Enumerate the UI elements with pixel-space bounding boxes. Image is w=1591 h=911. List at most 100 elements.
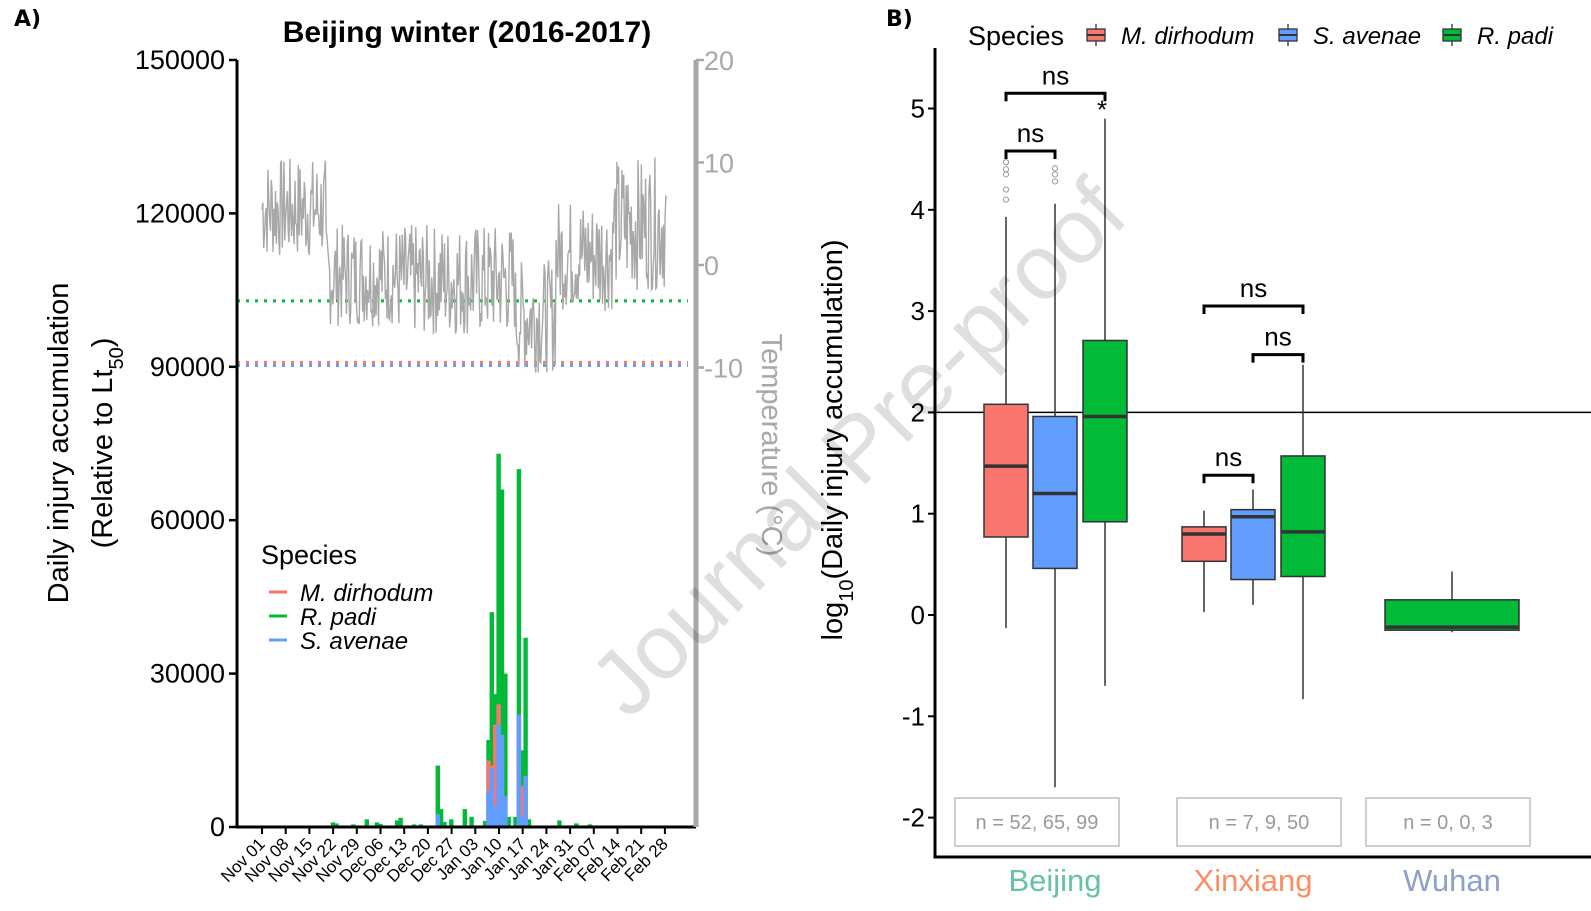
y-axis-log-suffix: (Daily injury accumulation) bbox=[817, 239, 849, 579]
bracket-4 bbox=[1251, 353, 1305, 363]
box-beijing-mdirhodum-body bbox=[983, 403, 1029, 538]
box-beijing-rpadi-body bbox=[1082, 339, 1128, 523]
bar-rpadi-4 bbox=[374, 822, 380, 827]
temp-tick-label-1: 10 bbox=[704, 149, 734, 179]
bar-rpadi-0 bbox=[330, 822, 336, 827]
temp-tick-label-2: 0 bbox=[704, 251, 719, 281]
y-axis-title-prefix: (Relative to Lt bbox=[87, 370, 119, 549]
b-y-tick-label-1: 4 bbox=[911, 195, 925, 225]
y-axis-log-prefix: log bbox=[817, 602, 849, 641]
bar-rpadi-22 bbox=[503, 673, 508, 827]
b-legend-label-1: S. avenae bbox=[1313, 23, 1421, 50]
bar-savenae-9 bbox=[523, 775, 528, 827]
temp-tick-label-0: 20 bbox=[704, 46, 734, 76]
panel-a-axes bbox=[235, 60, 699, 829]
b-y-tick-label-2: 3 bbox=[911, 296, 925, 326]
y-tick-label-0: 0 bbox=[210, 812, 225, 842]
bar-savenae-3 bbox=[493, 806, 498, 827]
bar-rpadi-5 bbox=[378, 823, 383, 827]
box-beijing-savenae-outlier-2 bbox=[1051, 165, 1059, 172]
bar-savenae-0 bbox=[435, 814, 440, 827]
bar-mdirhodum-2 bbox=[493, 724, 498, 827]
n-box-beijing bbox=[954, 797, 1120, 847]
panel-a-y-ticks: 0 30000 60000 90000 120000 150000 bbox=[135, 45, 237, 842]
b-y-tick-label-4: 1 bbox=[911, 499, 925, 529]
y-tick-label-3: 90000 bbox=[150, 352, 225, 382]
bar-rpadi-28 bbox=[526, 819, 532, 827]
bar-savenae-6 bbox=[503, 796, 508, 827]
legend-label-0: M. dirhodum bbox=[300, 580, 433, 607]
bar-savenae-5 bbox=[499, 735, 505, 827]
bar-rpadi-7 bbox=[398, 817, 403, 827]
site-label-xinxiang: Xinxiang bbox=[1194, 863, 1313, 898]
bar-rpadi-3 bbox=[364, 819, 369, 827]
b-y-tick-label-6: -1 bbox=[902, 701, 925, 731]
panel-a-label: A) bbox=[14, 7, 41, 32]
bracket-1 bbox=[1004, 91, 1107, 102]
b-legend-label-2: R. padi bbox=[1477, 23, 1554, 50]
bar-savenae-7 bbox=[516, 714, 522, 827]
bar-rpadi-24 bbox=[513, 816, 518, 827]
bar-rpadi-27 bbox=[523, 637, 528, 827]
box-xinxiang-savenae-body bbox=[1230, 508, 1276, 581]
bar-rpadi-16 bbox=[482, 820, 488, 827]
panel-a-y-axis-title: Daily injury accumulation (Relative to L… bbox=[43, 283, 128, 604]
temperature-line bbox=[261, 157, 668, 373]
y-axis-log-subscript: 10 bbox=[836, 580, 858, 602]
bar-rpadi-14 bbox=[462, 809, 467, 827]
panel-a-legend-title: Species bbox=[261, 540, 357, 570]
box-xinxiang-rpadi-body bbox=[1280, 455, 1326, 578]
significance-star: * bbox=[1097, 95, 1107, 125]
bar-rpadi-15 bbox=[469, 816, 474, 827]
panel-b-label: B) bbox=[886, 7, 913, 32]
box-wuhan-rpadi-body bbox=[1384, 599, 1520, 631]
bracket-3 bbox=[1202, 304, 1305, 315]
bar-rpadi-29 bbox=[557, 820, 562, 827]
panel-b-y-axis-title: log10(Daily injury accumulation) bbox=[817, 239, 858, 640]
n-label-xinxiang: n = 7, 9, 50 bbox=[1209, 812, 1310, 834]
n-box-xinxiang bbox=[1176, 797, 1342, 847]
bar-savenae-2 bbox=[489, 768, 494, 827]
b-y-tick-label-7: -2 bbox=[902, 803, 925, 833]
legend-label-1: R. padi bbox=[300, 604, 377, 631]
y-tick-label-4: 120000 bbox=[135, 198, 225, 228]
box-beijing-mdirhodum-outlier-3 bbox=[1002, 166, 1010, 173]
b-y-tick-label-3: 2 bbox=[911, 397, 925, 427]
box-beijing-savenae-outlier-1 bbox=[1051, 171, 1059, 178]
temperature-ticks: 20 10 0 -10 bbox=[696, 46, 743, 384]
bar-rpadi-21 bbox=[499, 489, 505, 827]
panel-b-axes bbox=[933, 48, 1591, 859]
y-tick-label-2: 60000 bbox=[150, 505, 225, 535]
bracket-0 bbox=[1004, 149, 1057, 160]
y-axis-title-line2: (Relative to Lt50) bbox=[87, 338, 128, 549]
bar-rpadi-1 bbox=[334, 823, 339, 827]
n-label-beijing: n = 52, 65, 99 bbox=[976, 812, 1099, 834]
n-box-wuhan bbox=[1365, 797, 1531, 847]
box-beijing-mdirhodum-outlier-4 bbox=[1002, 159, 1010, 166]
site-label-beijing: Beijing bbox=[1008, 863, 1101, 898]
bar-rpadi-6 bbox=[395, 820, 400, 827]
temperature-series bbox=[261, 157, 668, 373]
n-label-wuhan: n = 0, 0, 3 bbox=[1403, 812, 1493, 834]
y-axis-title-subscript: 50 bbox=[106, 347, 128, 369]
bar-savenae-8 bbox=[520, 816, 525, 827]
bracket-label-1: ns bbox=[1042, 60, 1069, 90]
b-y-tick-label-0: 5 bbox=[911, 94, 925, 124]
y-tick-label-1: 30000 bbox=[150, 659, 225, 689]
bar-rpadi-13 bbox=[449, 819, 454, 827]
bar-rpadi-25 bbox=[516, 469, 522, 827]
temp-tick-label-3: -10 bbox=[704, 354, 743, 384]
bracket-label-2: ns bbox=[1215, 442, 1242, 472]
y-axis-title-line1: Daily injury accumulation bbox=[43, 283, 75, 604]
box-beijing-savenae-outlier-0 bbox=[1051, 178, 1059, 185]
panel-b-legend-items: M. dirhodum S. avenae R. padi bbox=[1086, 23, 1554, 50]
panel-a-title: Beijing winter (2016-2017) bbox=[283, 16, 651, 49]
bar-rpadi-10 bbox=[435, 765, 440, 827]
bracket-label-0: ns bbox=[1017, 118, 1044, 148]
site-label-wuhan: Wuhan bbox=[1403, 863, 1501, 898]
y-axis-title-suffix: ) bbox=[87, 338, 119, 348]
bracket-label-3: ns bbox=[1240, 273, 1267, 303]
box-beijing-mdirhodum-outlier-2 bbox=[1002, 171, 1010, 178]
